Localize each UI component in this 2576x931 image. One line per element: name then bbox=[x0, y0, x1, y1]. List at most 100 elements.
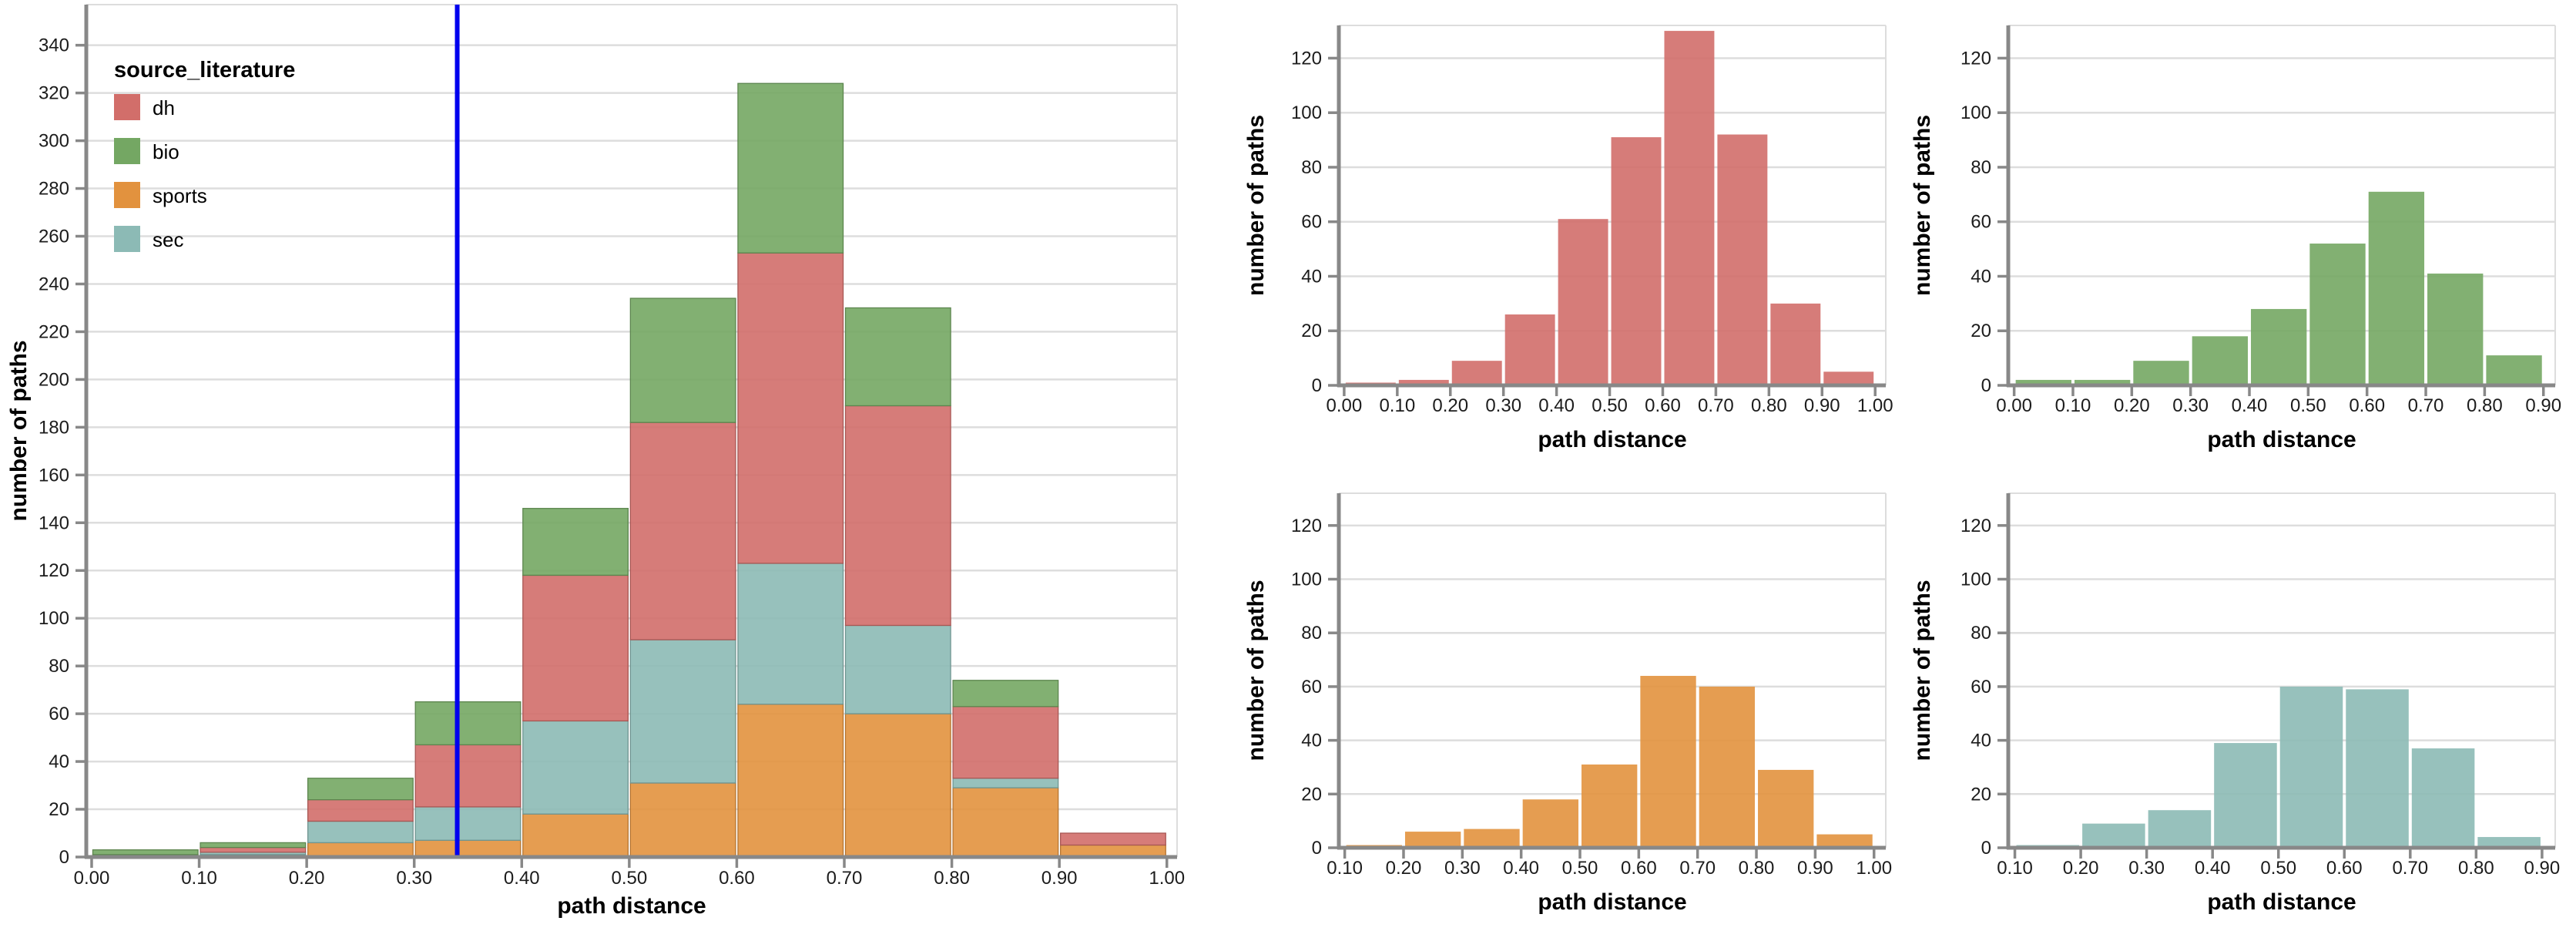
histogram-dh: 0 20 40 60 80 100 120 0.00 0.10 0.20 0.30 0.40 0.50 0… bbox=[1243, 25, 1893, 452]
x-tick-label-0.60: 0.60 bbox=[719, 868, 755, 889]
bar-dh-bin-0.20 bbox=[1451, 361, 1502, 385]
x-tick-label-0.50: 0.50 bbox=[2260, 858, 2296, 879]
x-tick-label-0.60: 0.60 bbox=[1645, 395, 1681, 416]
bar-segment-bio-bin-0.30 bbox=[414, 701, 522, 746]
legend-label-bio: bio bbox=[153, 140, 179, 163]
bar-segment-dh-bin-0.80 bbox=[952, 706, 1059, 779]
bar-dh-bin-0.50 bbox=[1611, 137, 1662, 385]
y-tick-label-120: 120 bbox=[1961, 516, 1991, 536]
y-tick-label-60: 60 bbox=[1971, 212, 1991, 233]
y-tick-label-300: 300 bbox=[39, 131, 69, 152]
x-tick-label-0.40: 0.40 bbox=[2232, 395, 2268, 416]
bar-sec-bin-0.30 bbox=[2148, 810, 2212, 848]
bar-sports-bin-0.30 bbox=[1464, 828, 1520, 848]
x-axis-title: path distance bbox=[2207, 889, 2356, 915]
bar-segment-sec-bin-0.60 bbox=[737, 563, 844, 705]
bar-sports-bin-0.80 bbox=[1758, 769, 1814, 848]
y-tick-label-100: 100 bbox=[39, 608, 69, 629]
x-tick-label-0.80: 0.80 bbox=[1751, 395, 1787, 416]
x-tick-label-0.80: 0.80 bbox=[934, 868, 970, 889]
y-tick-label-0: 0 bbox=[1981, 838, 1991, 859]
bar-sports-bin-0.60 bbox=[1640, 675, 1696, 848]
bar-bio-bin-0.50 bbox=[2309, 244, 2366, 385]
legend-swatch-sports bbox=[114, 182, 140, 208]
y-tick-label-20: 20 bbox=[1301, 321, 1322, 341]
legend-label-sec: sec bbox=[153, 228, 183, 251]
y-tick-label-0: 0 bbox=[1312, 838, 1322, 859]
y-tick-label-40: 40 bbox=[1971, 266, 1991, 287]
bar-segment-dh-bin-0.70 bbox=[844, 405, 951, 627]
x-tick-label-0.50: 0.50 bbox=[1592, 395, 1628, 416]
bar-sec-bin-0.80 bbox=[2477, 837, 2541, 848]
bar-segment-dh-bin-0.60 bbox=[737, 252, 844, 564]
x-tick-label-0.30: 0.30 bbox=[1444, 858, 1481, 879]
small-chart-sports: 0 20 40 60 80 100 120 0.10 0.20 0.30 0.40 0.50 0.60 0… bbox=[1240, 478, 1907, 927]
x-tick-label-0.70: 0.70 bbox=[2408, 395, 2444, 416]
bar-dh-bin-0.90 bbox=[1823, 371, 1874, 385]
bar-segment-bio-bin-0.80 bbox=[952, 680, 1059, 707]
y-tick-label-200: 200 bbox=[39, 369, 69, 390]
x-tick-label-0.60: 0.60 bbox=[1621, 858, 1657, 879]
x-tick-label-0.90: 0.90 bbox=[2524, 858, 2561, 879]
x-tick-label-0.00: 0.00 bbox=[1996, 395, 2032, 416]
legend-swatch-bio bbox=[114, 138, 140, 164]
y-tick-label-320: 320 bbox=[39, 83, 69, 104]
bar-segment-bio-bin-0.20 bbox=[307, 778, 414, 801]
x-tick-label-0.30: 0.30 bbox=[2128, 858, 2165, 879]
x-tick-label-0.10: 0.10 bbox=[1997, 858, 2033, 879]
x-tick-label-1.00: 1.00 bbox=[1856, 858, 1892, 879]
y-tick-label-20: 20 bbox=[1971, 784, 1991, 805]
bar-bio-bin-0.70 bbox=[2427, 273, 2484, 385]
bar-segment-sports-bin-0.20 bbox=[307, 842, 414, 858]
x-tick-label-0.90: 0.90 bbox=[1041, 868, 1078, 889]
x-tick-label-0.90: 0.90 bbox=[1797, 858, 1833, 879]
x-axis-title: path distance bbox=[1538, 427, 1686, 452]
x-tick-label-0.10: 0.10 bbox=[2055, 395, 2091, 416]
x-tick-label-0.50: 0.50 bbox=[2290, 395, 2326, 416]
bar-dh-bin-0.10 bbox=[1398, 379, 1449, 385]
bar-segment-dh-bin-0.40 bbox=[522, 574, 629, 722]
y-tick-label-120: 120 bbox=[1961, 48, 1991, 69]
small-chart-dh: 0 20 40 60 80 100 120 0.00 0.10 0.20 0.30 0.40 0.50 0… bbox=[1240, 0, 1907, 478]
y-tick-label-280: 280 bbox=[39, 179, 69, 200]
y-axis-title: number of paths bbox=[1910, 580, 1935, 761]
x-tick-label-0.40: 0.40 bbox=[1538, 395, 1575, 416]
x-tick-label-0.80: 0.80 bbox=[2467, 395, 2503, 416]
x-axis-title: path distance bbox=[557, 893, 706, 919]
y-axis-title: number of paths bbox=[6, 340, 32, 521]
y-tick-label-60: 60 bbox=[1971, 677, 1991, 697]
bar-segment-sec-bin-0.70 bbox=[844, 624, 951, 714]
small-chart-bio: 0 20 40 60 80 100 120 0.00 0.10 0.20 0.30 0.40 0.50 0… bbox=[1907, 0, 2576, 478]
y-tick-label-140: 140 bbox=[39, 513, 69, 533]
x-tick-label-0.90: 0.90 bbox=[1804, 395, 1840, 416]
y-tick-label-0: 0 bbox=[1312, 375, 1322, 396]
y-tick-label-0: 0 bbox=[1981, 375, 1991, 396]
bar-sec-bin-0.40 bbox=[2214, 743, 2277, 848]
x-tick-label-0.50: 0.50 bbox=[1562, 858, 1598, 879]
x-tick-label-0.20: 0.20 bbox=[2063, 858, 2099, 879]
bar-dh-bin-0.30 bbox=[1504, 314, 1555, 385]
y-tick-label-100: 100 bbox=[1961, 103, 1991, 123]
bar-segment-dh-bin-0.30 bbox=[414, 744, 522, 808]
bar-dh-bin-0.40 bbox=[1558, 219, 1608, 385]
x-tick-label-1.00: 1.00 bbox=[1857, 395, 1893, 416]
y-tick-label-80: 80 bbox=[1971, 157, 1991, 178]
bar-segment-sec-bin-0.30 bbox=[414, 806, 522, 841]
bar-segment-sec-bin-0.50 bbox=[629, 639, 736, 784]
bar-sports-bin-0.20 bbox=[1404, 832, 1461, 848]
histogram-sec: 0 20 40 60 80 100 120 0.10 0.20 0.30 0.40 0.50 0.60 0… bbox=[1910, 492, 2561, 915]
y-tick-label-80: 80 bbox=[1301, 157, 1322, 178]
x-tick-label-0.10: 0.10 bbox=[1379, 395, 1415, 416]
x-tick-label-0.30: 0.30 bbox=[2172, 395, 2209, 416]
bar-bio-bin-0.40 bbox=[2251, 308, 2307, 385]
x-tick-label-0.60: 0.60 bbox=[2326, 858, 2363, 879]
y-tick-label-240: 240 bbox=[39, 274, 69, 294]
histogram-sports: 0 20 40 60 80 100 120 0.10 0.20 0.30 0.40 0.50 0.60 0… bbox=[1243, 492, 1892, 915]
y-tick-label-60: 60 bbox=[49, 704, 69, 724]
y-tick-label-160: 160 bbox=[39, 465, 69, 486]
x-tick-label-0.70: 0.70 bbox=[1679, 858, 1716, 879]
y-tick-label-340: 340 bbox=[39, 35, 69, 56]
bar-segment-sports-bin-0.40 bbox=[522, 813, 629, 858]
x-tick-label-0.90: 0.90 bbox=[2525, 395, 2561, 416]
